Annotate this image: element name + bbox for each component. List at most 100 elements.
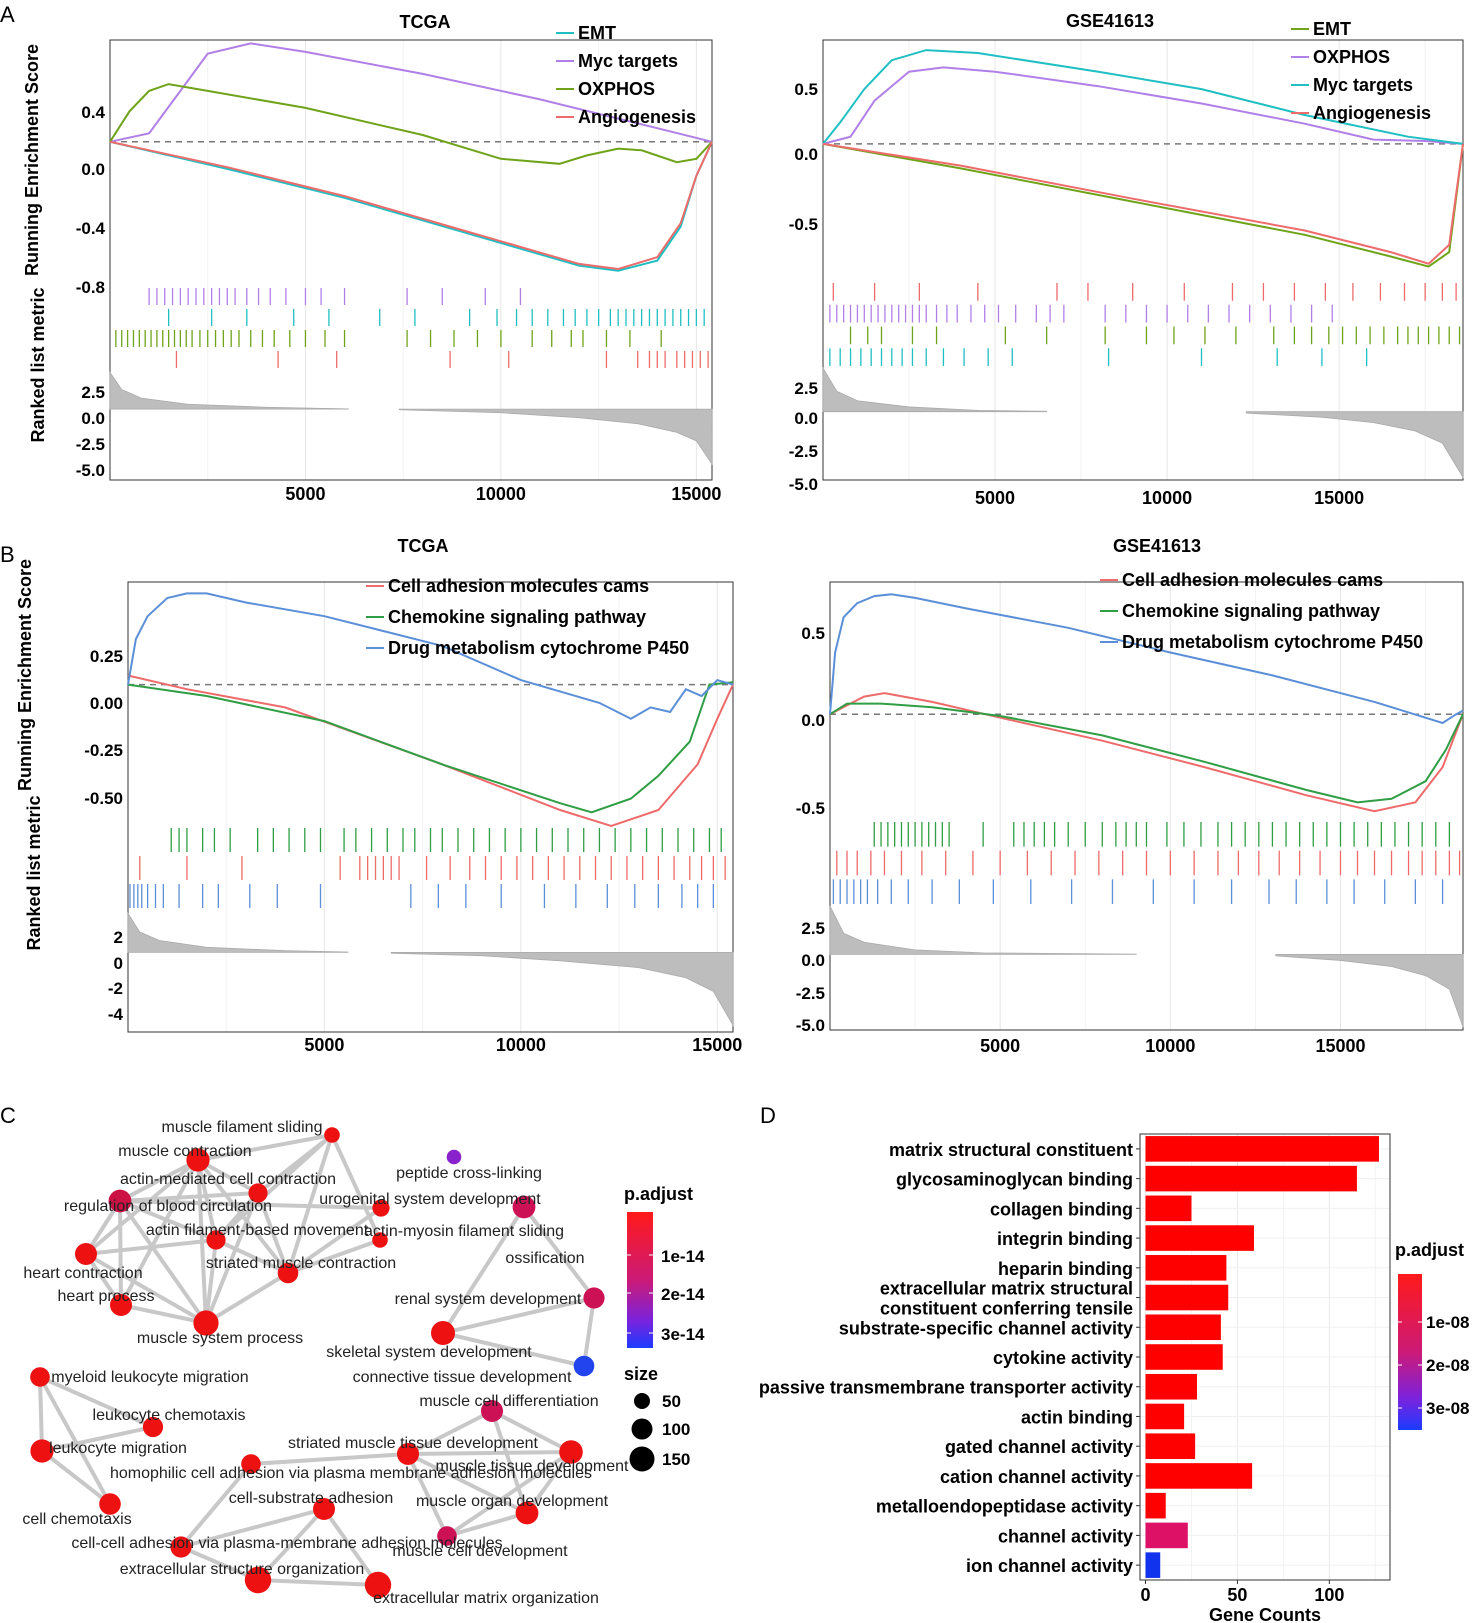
x-tick-label: 100 (1314, 1585, 1344, 1605)
bar (1145, 1344, 1223, 1370)
network-node (142, 1416, 164, 1438)
network-node-label: homophilic cell adhesion via plasma memb… (110, 1465, 592, 1482)
network-node (324, 1127, 340, 1143)
gsea-plot-b-tcga: TCGA Running Enrichment Score Ranked lis… (15, 536, 742, 1055)
x-tick-label: 0 (1141, 1585, 1151, 1605)
es-line-drug-metabolism-cytochrome-p450 (829, 593, 1464, 725)
network-node (241, 1454, 261, 1474)
network-node (30, 1439, 54, 1463)
chart-title: GSE41613 (1066, 11, 1154, 31)
colorbar (1398, 1274, 1422, 1430)
bar (1145, 1255, 1227, 1281)
network-node-label: myeloid leukocyte migration (51, 1369, 248, 1386)
legend-label: Chemokine signaling pathway (1122, 601, 1380, 621)
y-axis-label-es: Running Enrichment Score (22, 44, 42, 276)
plot-area: 0.25 0.00 -0.25 -0.50 2 0 -2 -4 5000 10000 15000 Ce… (84, 576, 742, 1055)
network-node-label: ossification (505, 1250, 584, 1267)
network-edge (406, 1453, 449, 1537)
network-node (446, 1149, 462, 1165)
gsea-plot-b-gse41613: GSE41613 0.5 0.0 -0.5 2.5 0.0 -2.5 -5.0 5000 100… (796, 536, 1464, 1056)
network-node-label: actin-mediated cell contraction (120, 1171, 336, 1188)
es-tick-label: -0.50 (84, 789, 123, 808)
category-label: actin binding (1021, 1407, 1133, 1427)
network-edge (214, 1191, 260, 1242)
rank-profile-area (390, 951, 734, 1027)
legend-label: OXPHOS (1313, 47, 1390, 67)
legend-title-padjust: p.adjust (1395, 1240, 1464, 1260)
chart-title: TCGA (400, 12, 451, 32)
x-tick-label: 15000 (692, 1035, 742, 1055)
bar (1145, 1314, 1221, 1341)
network-node-label: connective tissue development (353, 1369, 572, 1386)
rank-profile-area (829, 905, 1137, 955)
network-edge (204, 1192, 260, 1324)
rank-tick-label: -5.0 (789, 475, 818, 494)
legend-title-size: size (624, 1364, 658, 1384)
es-tick-label: 0.5 (794, 80, 818, 99)
network-edge (120, 1303, 207, 1325)
plot-frame (127, 581, 734, 1033)
x-tick-label: 15000 (1315, 1036, 1365, 1056)
network-node-label: cell chemotaxis (22, 1511, 131, 1528)
network-edge (204, 1271, 290, 1325)
legend-label: Chemokine signaling pathway (388, 607, 646, 627)
panel-letter-a: A (0, 2, 15, 27)
network-node (372, 1199, 390, 1217)
network-edge (330, 1134, 382, 1241)
network-edge (38, 1376, 44, 1452)
category-label: passive transmembrane transporter activi… (759, 1378, 1133, 1398)
category-label: integrin binding (997, 1229, 1133, 1249)
category-label: metalloendopeptidase activity (876, 1497, 1133, 1517)
network-node-label: leukocyte chemotaxis (93, 1407, 246, 1424)
bar (1145, 1433, 1196, 1459)
network-node-label: muscle system process (137, 1330, 303, 1347)
rank-tick-label: -5.0 (796, 1016, 825, 1035)
network-node-label: actin-myosin filament sliding (364, 1223, 564, 1240)
network-edge (407, 1409, 493, 1456)
rank-profile-area (822, 366, 1048, 413)
category-label: collagen binding (990, 1199, 1133, 1219)
network-node-label: leukocyte migration (49, 1440, 187, 1457)
rank-profile-area (1245, 411, 1464, 479)
network-node (206, 1230, 226, 1250)
chart-title: TCGA (398, 536, 449, 556)
network-node (248, 1183, 268, 1203)
colorbar-tick: 1e-14 (661, 1247, 705, 1266)
network-node (431, 1321, 455, 1345)
network-node (397, 1443, 419, 1465)
es-line-oxphos (822, 66, 1464, 145)
network-edge (84, 1158, 200, 1256)
es-line-emt (822, 142, 1464, 268)
network-node (372, 1232, 388, 1248)
network-edge (85, 1238, 217, 1256)
network-edge (119, 1199, 217, 1242)
rank-profile-area (398, 408, 713, 466)
category-label: glycosaminoglycan binding (896, 1170, 1133, 1190)
network-edge (407, 1452, 528, 1515)
network-node-label: muscle tissue development (436, 1458, 630, 1475)
rank-tick-label: -4 (108, 1005, 124, 1024)
bar-legend: p.adjust 1e-08 2e-08 3e-08 (1395, 1240, 1469, 1430)
size-key-dot (631, 1418, 653, 1440)
category-label: ion channel activity (966, 1556, 1133, 1576)
network-edge (39, 1375, 154, 1429)
es-tick-label: -0.8 (76, 278, 105, 297)
legend-label: OXPHOS (578, 79, 655, 99)
colorbar (627, 1212, 653, 1348)
es-tick-label: 0.0 (81, 160, 105, 179)
rank-tick-label: 2.5 (801, 919, 825, 938)
rank-tick-label: -2.5 (796, 984, 825, 1003)
network-edge (446, 1511, 528, 1538)
bar (1145, 1492, 1166, 1519)
network-edge (40, 1449, 112, 1506)
gsea-plot-a-tcga: TCGA Running Enrichment Score Ranked lis… (22, 12, 721, 504)
network-edge (286, 1134, 334, 1274)
network-node-label: muscle cell development (392, 1543, 568, 1560)
network-edge (118, 1199, 208, 1325)
network-node (277, 1262, 299, 1284)
bar (1145, 1373, 1197, 1400)
legend-label: Angiogenesis (1313, 103, 1431, 123)
panel-letter-c: C (0, 1103, 16, 1128)
network-edge (287, 1238, 381, 1275)
plot-area: 0.5 0.0 -0.5 2.5 0.0 -2.5 -5.0 5000 10000 15000 EM… (789, 19, 1464, 508)
